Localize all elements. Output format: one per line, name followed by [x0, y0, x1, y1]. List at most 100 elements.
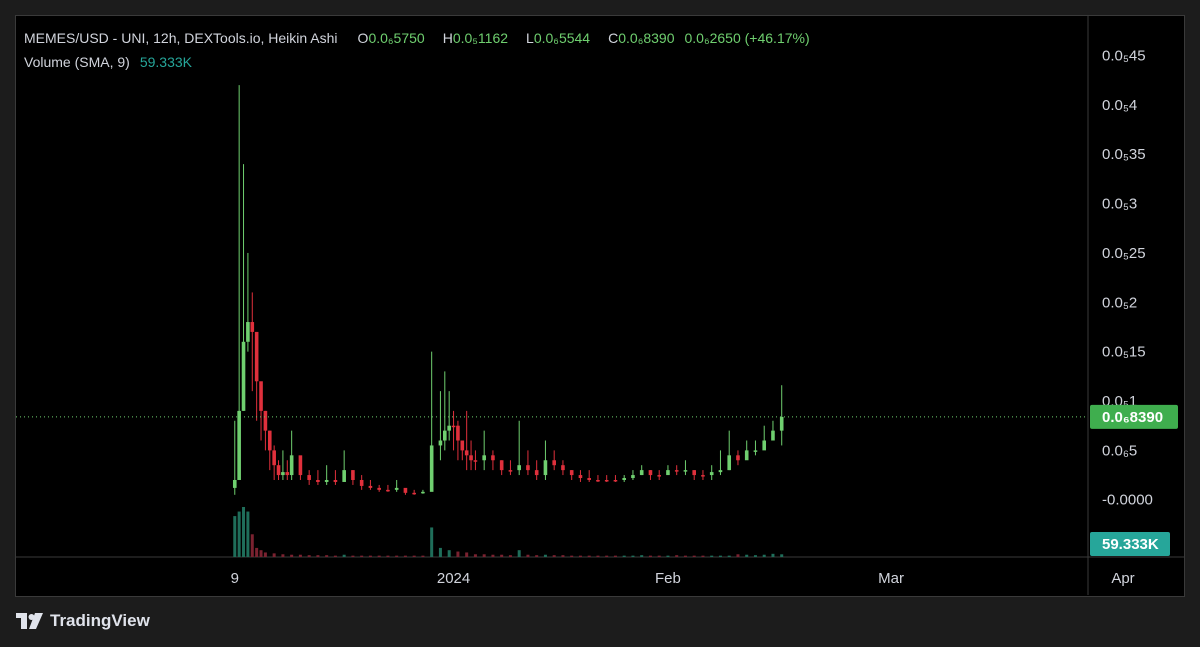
volume-bar — [648, 555, 652, 557]
candle-body — [460, 440, 465, 451]
volume-bar — [718, 555, 722, 557]
volume-bar — [500, 554, 504, 557]
candle-body — [648, 470, 653, 476]
volume-bar — [622, 555, 626, 557]
x-tick-label: Feb — [655, 570, 681, 587]
y-tick-label: -0.0000 — [1102, 492, 1153, 509]
y-tick-label: 0.0₅3 — [1102, 196, 1137, 213]
legend-symbol[interactable]: MEMES/USD - UNI, 12h, DEXTools.io, Heiki… — [24, 30, 338, 46]
volume-bar — [605, 555, 609, 557]
volume-bar — [482, 554, 486, 557]
candle-body — [254, 331, 259, 382]
candle-body — [744, 450, 749, 461]
legend-price-row: MEMES/USD - UNI, 12h, DEXTools.io, Heiki… — [24, 26, 810, 50]
volume-bar — [250, 534, 254, 557]
y-tick-label: 0.0₅15 — [1102, 344, 1146, 361]
volume-bar — [526, 554, 530, 557]
candle-body — [587, 478, 591, 480]
candle-body — [639, 470, 644, 476]
volume-bar — [596, 555, 600, 557]
volume-bar — [377, 555, 381, 557]
candle-body — [429, 445, 434, 492]
candle-body — [534, 470, 539, 476]
candle-body — [526, 465, 530, 471]
tradingview-logo[interactable]: TradingView — [16, 611, 150, 631]
candle-body — [386, 489, 390, 492]
candle-body — [403, 487, 408, 493]
candle-body — [482, 455, 486, 461]
y-tick-label: 0.0₅25 — [1102, 245, 1146, 262]
candle-body — [438, 440, 443, 446]
volume-bar — [561, 555, 565, 557]
volume-bar — [640, 555, 644, 557]
volume-bar — [360, 555, 364, 557]
volume-bar — [780, 554, 784, 557]
volume-bar — [508, 555, 512, 557]
volume-bar — [272, 553, 276, 557]
volume-badge-label: 59.333K — [1102, 536, 1159, 553]
candle-body — [456, 425, 460, 441]
volume-bar — [412, 555, 416, 557]
candle-body — [272, 450, 276, 466]
chart-legend: MEMES/USD - UNI, 12h, DEXTools.io, Heiki… — [24, 26, 810, 74]
candle-body — [709, 472, 714, 476]
candle-body — [683, 470, 688, 472]
candle-body — [263, 410, 268, 431]
legend-volume-label[interactable]: Volume (SMA, 9) — [24, 54, 130, 70]
candle-body — [543, 460, 548, 476]
legend-open-label: O — [357, 30, 369, 46]
candle-body — [692, 470, 697, 476]
candle-body — [241, 341, 246, 411]
volume-bar — [517, 550, 521, 557]
candle-body — [351, 470, 355, 480]
volume-bar — [333, 555, 337, 557]
candle-body — [232, 479, 237, 488]
legend-low-value: 0.0₆5544 — [533, 30, 591, 46]
candle-body — [285, 472, 290, 476]
candle-body — [469, 455, 473, 461]
candle-body — [596, 479, 600, 482]
volume-bar — [259, 550, 263, 557]
volume-bar — [666, 555, 670, 557]
candle-body — [604, 479, 609, 482]
volume-bar — [307, 555, 311, 557]
volume-bar — [342, 554, 346, 557]
candle-body — [727, 455, 732, 471]
candle-body — [736, 455, 740, 461]
volume-bar — [710, 555, 714, 557]
volume-bar — [692, 555, 696, 557]
candle-body — [771, 430, 775, 441]
volume-bar — [351, 555, 355, 557]
volume-bar — [368, 555, 372, 557]
candle-body — [666, 470, 670, 476]
volume-bar — [701, 555, 705, 557]
y-tick-label: 0.0₅45 — [1102, 47, 1146, 64]
volume-bar — [421, 555, 425, 557]
volume-bar — [430, 527, 434, 557]
volume-bar — [552, 555, 556, 557]
volume-bar — [745, 554, 749, 557]
candle-body — [447, 425, 451, 431]
candle-body — [779, 416, 784, 431]
volume-bar — [587, 555, 591, 557]
candle-body — [631, 475, 635, 479]
volume-bar — [298, 554, 302, 557]
volume-bar — [535, 555, 539, 557]
volume-bar — [246, 511, 250, 557]
candle-body — [561, 465, 565, 471]
candle-body — [289, 455, 294, 476]
volume-bar — [281, 554, 285, 557]
legend-volume-value: 59.333K — [139, 54, 192, 70]
volume-bar — [543, 554, 547, 557]
candle-body — [718, 470, 723, 473]
volume-bar — [395, 555, 399, 557]
volume-bar — [263, 552, 267, 557]
candle-body — [267, 430, 272, 451]
volume-bar — [465, 552, 469, 557]
legend-open-value: 0.0₆5750 — [368, 30, 425, 46]
volume-bar — [255, 547, 259, 557]
volume-bar — [771, 553, 775, 557]
candle-body — [316, 479, 320, 482]
volume-bar — [683, 555, 687, 557]
